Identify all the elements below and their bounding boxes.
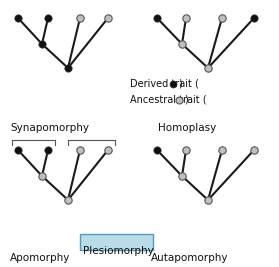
Text: Ancestral trait (: Ancestral trait ( — [130, 95, 207, 105]
Point — [106, 148, 110, 152]
FancyBboxPatch shape — [80, 234, 153, 250]
Point — [252, 148, 256, 152]
Point — [206, 198, 210, 202]
Text: Homoplasy: Homoplasy — [158, 123, 216, 133]
Point — [40, 174, 44, 178]
Point — [66, 66, 70, 70]
Point — [180, 174, 184, 178]
Point — [46, 16, 50, 20]
Point — [180, 42, 184, 46]
Text: ): ) — [178, 79, 182, 89]
Point — [220, 148, 224, 152]
Text: Autapomorphy: Autapomorphy — [151, 253, 229, 263]
Text: Plesiomorphy: Plesiomorphy — [83, 246, 154, 256]
Point — [252, 16, 256, 20]
Point — [155, 148, 159, 152]
Point — [177, 98, 181, 102]
Point — [66, 198, 70, 202]
Point — [171, 82, 176, 86]
Point — [184, 148, 188, 152]
Text: Synapomorphy: Synapomorphy — [10, 123, 89, 133]
Point — [155, 16, 159, 20]
Text: Derived trait (: Derived trait ( — [130, 79, 199, 89]
Point — [16, 148, 20, 152]
Text: Apomorphy: Apomorphy — [10, 253, 70, 263]
Point — [106, 16, 110, 20]
Point — [78, 148, 82, 152]
Point — [206, 66, 210, 70]
Point — [184, 16, 188, 20]
Point — [16, 16, 20, 20]
Text: ): ) — [184, 95, 188, 105]
Point — [220, 16, 224, 20]
Point — [46, 148, 50, 152]
Point — [40, 42, 44, 46]
Point — [78, 16, 82, 20]
